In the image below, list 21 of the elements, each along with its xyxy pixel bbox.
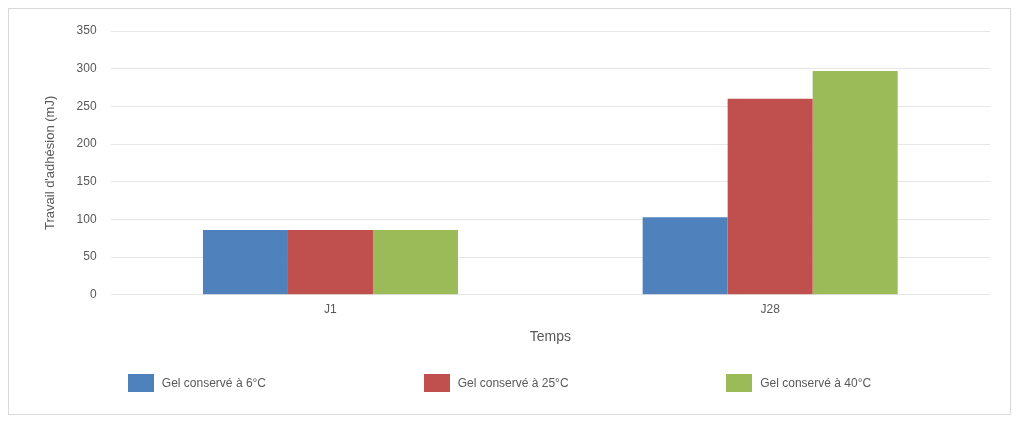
y-tick-label: 350 xyxy=(76,23,97,38)
bar xyxy=(812,70,898,295)
legend-label: Gel conservé à 6°C xyxy=(161,376,267,390)
bar xyxy=(202,229,288,295)
bar xyxy=(372,229,458,295)
bar xyxy=(727,98,813,295)
bar xyxy=(287,229,373,295)
x-axis-title: Temps xyxy=(529,328,571,345)
y-tick-label: 250 xyxy=(76,98,97,113)
y-tick-label: 300 xyxy=(76,61,97,75)
x-tick-label: J28 xyxy=(760,302,781,317)
bar xyxy=(642,217,728,295)
legend-label: Gel conservé à 40°C xyxy=(760,376,872,390)
y-tick-label: 50 xyxy=(83,249,97,264)
x-tick-label: J1 xyxy=(324,302,338,317)
y-tick-label: 0 xyxy=(89,287,97,302)
y-tick-label: 150 xyxy=(76,174,97,189)
y-axis-title: Travail d'adhésion (mJ) xyxy=(42,95,58,231)
y-tick-label: 200 xyxy=(76,136,97,151)
legend-label: Gel conservé à 25°C xyxy=(457,376,569,390)
y-tick-label: 100 xyxy=(76,211,97,226)
